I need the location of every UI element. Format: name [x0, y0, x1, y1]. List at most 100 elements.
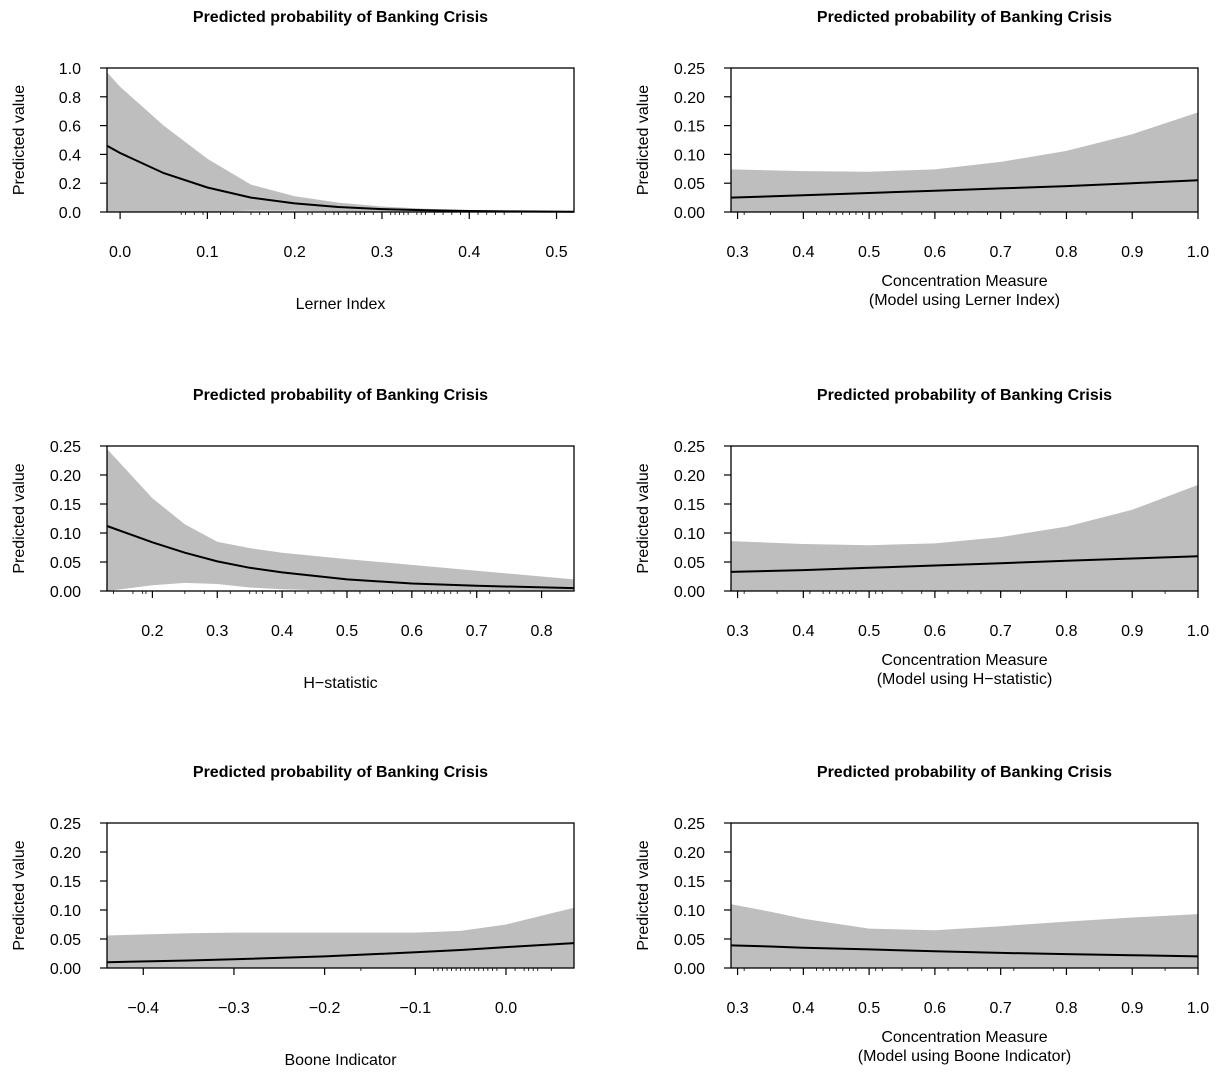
x-tick-label: 1.0: [1187, 623, 1209, 640]
x-tick-label: 0.7: [990, 1000, 1012, 1017]
x-axis-label: Concentration Measure (Model using H−stat…: [877, 652, 1053, 688]
y-tick-label: 0.25: [674, 61, 705, 78]
confidence-band: [731, 904, 1198, 968]
y-tick-label: 0.2: [59, 176, 81, 193]
fitted-line: [106, 144, 575, 213]
confidence-band: [107, 907, 574, 968]
x-axis-label-line: Concentration Measure: [881, 1029, 1047, 1046]
y-tick-label: 0.10: [50, 526, 81, 543]
y-tick-label: 0.20: [674, 468, 705, 485]
x-axis-label-line: (Model using Boone Indicator): [858, 1048, 1071, 1065]
x-tick-label: 0.8: [530, 623, 552, 640]
y-tick-label: 0.05: [50, 555, 81, 572]
y-tick-label: 0.20: [50, 845, 81, 862]
x-tick-label: 0.9: [1121, 244, 1143, 261]
y-axis-label: Predicted value: [635, 463, 652, 573]
x-tick-label: −0.3: [218, 1000, 250, 1017]
panel-4: 0.3 0.4 0.5 0.6 0.7 0.8 0.9 1.0 0.00 0.05 0.10 0.15…: [635, 387, 1209, 688]
y-tick-label: 0.25: [674, 816, 705, 833]
y-tick-label: 0.25: [674, 439, 705, 456]
x-tick-label: 0.9: [1121, 1000, 1143, 1017]
y-tick-label: 0.4: [59, 147, 81, 164]
x-tick-label: 0.6: [924, 244, 946, 261]
x-tick-label: 0.4: [792, 623, 814, 640]
x-tick-label: 0.4: [271, 623, 293, 640]
y-tick-label: 0.25: [50, 816, 81, 833]
x-tick-label: 0.6: [924, 1000, 946, 1017]
panel-2: 0.3 0.4 0.5 0.6 0.7 0.8 0.9 1.0 0.00 0.05 0.10 0.15…: [635, 9, 1209, 309]
y-tick-label: 0.25: [50, 439, 81, 456]
y-axis-label: Predicted value: [11, 85, 28, 195]
chart-title: Predicted probability of Banking Crisis: [817, 9, 1112, 26]
y-tick-label: 0.6: [59, 119, 81, 136]
x-tick-label: 0.8: [1055, 623, 1077, 640]
y-tick-label: 0.15: [674, 497, 705, 514]
chart-title: Predicted probability of Banking Crisis: [193, 764, 488, 781]
y-tick-label: 0.00: [674, 584, 705, 601]
y-tick-label: 0.00: [50, 584, 81, 601]
y-tick-label: 0.8: [59, 90, 81, 107]
x-tick-label: 0.3: [206, 623, 228, 640]
x-tick-label: 0.4: [792, 244, 814, 261]
x-tick-label: −0.4: [127, 1000, 159, 1017]
y-tick-label: 0.05: [50, 932, 81, 949]
plot-frame: [106, 822, 575, 969]
fitted-line: [106, 525, 575, 590]
x-tick-label: 0.5: [545, 244, 567, 261]
y-tick-label: 0.20: [674, 90, 705, 107]
x-axis-label: Concentration Measure (Model using Boone …: [858, 1029, 1071, 1065]
x-tick-label: 0.4: [792, 1000, 814, 1017]
y-tick-label: 0.00: [50, 961, 81, 978]
x-tick-label: 0.8: [1055, 244, 1077, 261]
y-tick-label: 0.05: [674, 176, 705, 193]
y-tick-label: 0.20: [674, 845, 705, 862]
x-axis-label: Concentration Measure (Model using Lerner…: [869, 273, 1060, 309]
y-tick-label: 0.10: [50, 903, 81, 920]
y-tick-label: 0.15: [50, 497, 81, 514]
x-tick-label: 0.6: [401, 623, 423, 640]
panel-1: 0.0 0.1 0.2 0.3 0.4 0.5 0.0 0.2 0.4 0.6 0.8 1.0 Pred…: [11, 9, 575, 313]
x-tick-label: 0.0: [109, 244, 131, 261]
y-tick-label: 1.0: [59, 61, 81, 78]
y-tick-label: 0.15: [674, 119, 705, 136]
y-tick-label: 0.00: [674, 205, 705, 222]
x-tick-label: 0.2: [141, 623, 163, 640]
y-axis-label: Predicted value: [635, 85, 652, 195]
chart-title: Predicted probability of Banking Crisis: [817, 764, 1112, 781]
x-axis-label: Boone Indicator: [284, 1052, 397, 1069]
fitted-line: [730, 944, 1199, 958]
y-tick-label: 0.00: [674, 961, 705, 978]
x-tick-label: 0.5: [858, 1000, 880, 1017]
y-tick-label: 0.05: [674, 555, 705, 572]
confidence-band: [107, 72, 574, 212]
y-axis-label: Predicted value: [11, 840, 28, 950]
x-tick-label: 0.2: [284, 244, 306, 261]
x-axis-label-line: Concentration Measure: [881, 652, 1047, 669]
x-tick-label: 1.0: [1187, 1000, 1209, 1017]
plot-frame: [730, 67, 1199, 213]
fitted-line: [106, 942, 575, 964]
x-tick-label: 0.4: [458, 244, 480, 261]
y-axis-label: Predicted value: [11, 463, 28, 573]
x-tick-label: 0.3: [726, 1000, 748, 1017]
x-tick-label: 0.5: [858, 244, 880, 261]
panel-5: −0.4 −0.3 −0.2 −0.1 0.0 0.00 0.05 0.10 0.15 0.20 0…: [11, 764, 575, 1069]
x-axis-label: H−statistic: [303, 675, 377, 692]
x-tick-label: −0.1: [400, 1000, 432, 1017]
confidence-band: [731, 112, 1198, 212]
x-tick-label: −0.2: [309, 1000, 341, 1017]
panel-3: 0.2 0.3 0.4 0.5 0.6 0.7 0.8 0.00 0.05 0.10 0.15 0.2…: [11, 387, 575, 692]
x-tick-label: 1.0: [1187, 244, 1209, 261]
x-tick-label: 0.9: [1121, 623, 1143, 640]
chart-title: Predicted probability of Banking Crisis: [817, 387, 1112, 404]
x-axis-label-line: (Model using H−statistic): [877, 671, 1053, 688]
y-tick-label: 0.10: [674, 147, 705, 164]
x-tick-label: 0.7: [466, 623, 488, 640]
x-tick-label: 0.0: [495, 1000, 517, 1017]
x-axis-label-line: (Model using Lerner Index): [869, 292, 1060, 309]
fitted-line: [730, 179, 1199, 199]
x-tick-label: 0.3: [726, 623, 748, 640]
x-tick-label: 0.5: [858, 623, 880, 640]
confidence-band: [731, 484, 1198, 591]
